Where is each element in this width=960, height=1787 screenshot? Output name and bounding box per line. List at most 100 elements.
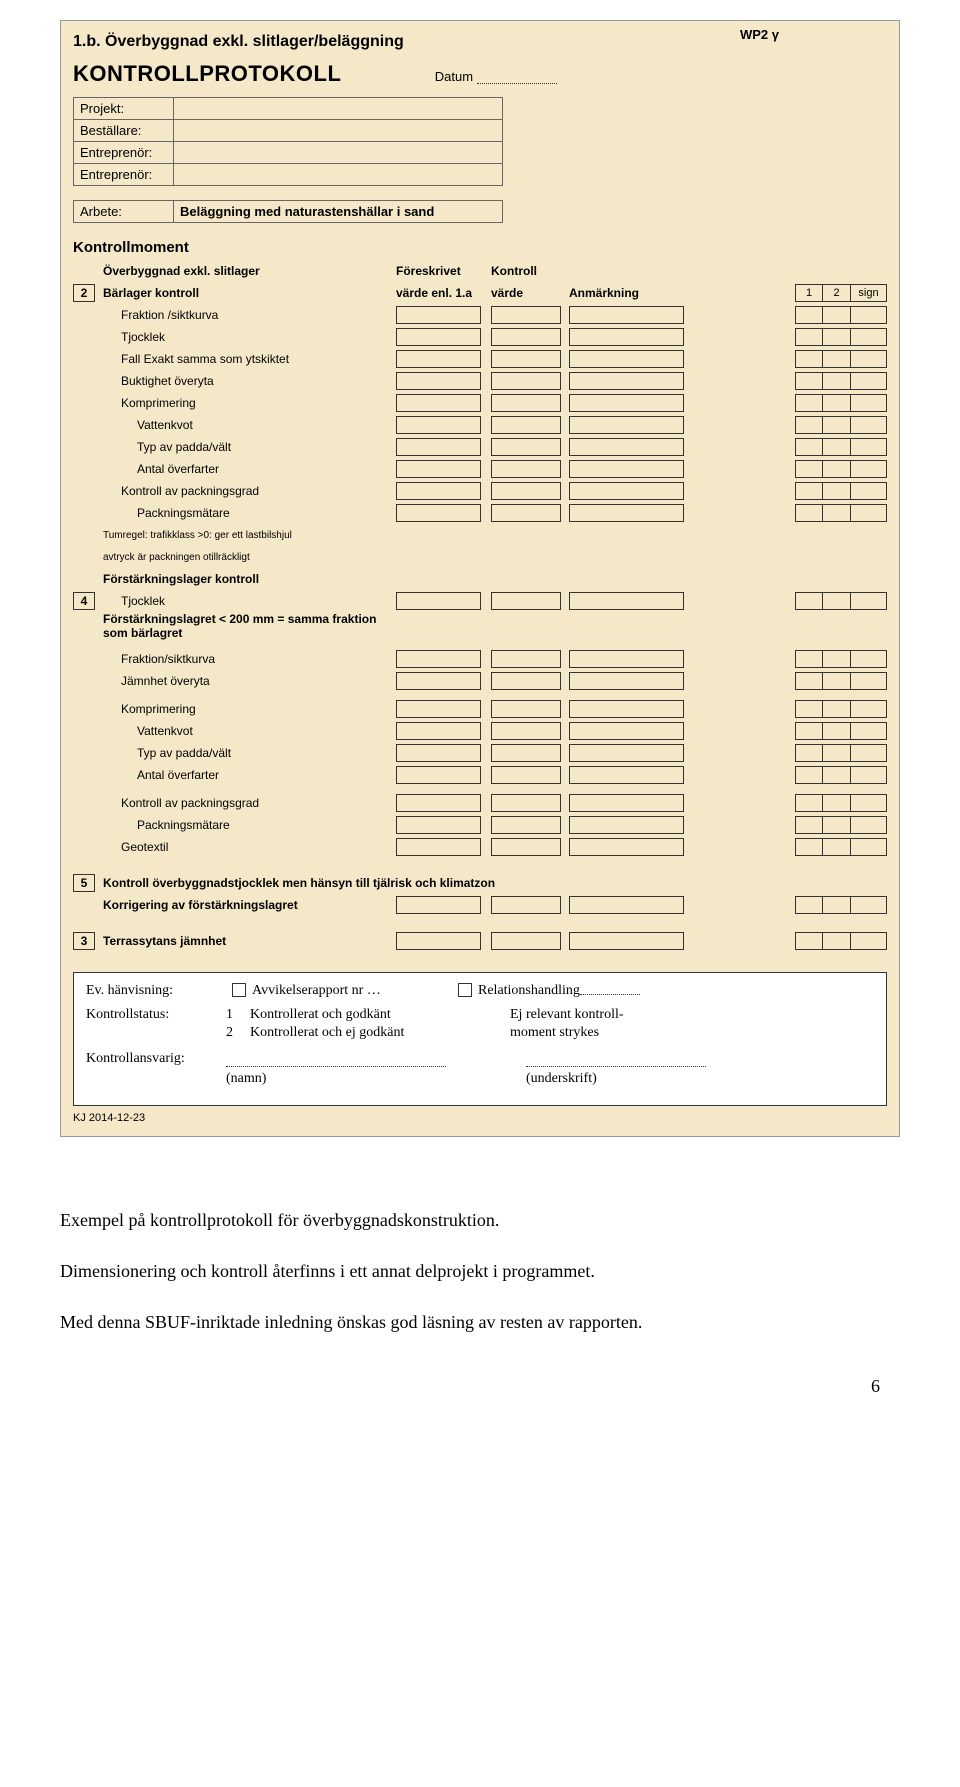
sign-box[interactable] bbox=[851, 438, 887, 456]
bestallare-value[interactable] bbox=[174, 120, 503, 142]
input-box[interactable] bbox=[491, 896, 561, 914]
input-box[interactable] bbox=[569, 650, 684, 668]
sign-box[interactable] bbox=[795, 460, 823, 478]
input-box[interactable] bbox=[396, 794, 481, 812]
sign-box[interactable] bbox=[795, 650, 823, 668]
sign-box[interactable] bbox=[795, 350, 823, 368]
sign-box[interactable] bbox=[823, 650, 851, 668]
input-box[interactable] bbox=[396, 932, 481, 950]
sign-box[interactable] bbox=[823, 838, 851, 856]
input-box[interactable] bbox=[491, 372, 561, 390]
input-box[interactable] bbox=[569, 372, 684, 390]
sign-box[interactable] bbox=[823, 744, 851, 762]
input-box[interactable] bbox=[491, 504, 561, 522]
input-box[interactable] bbox=[396, 650, 481, 668]
sign-box[interactable] bbox=[795, 394, 823, 412]
sign-box[interactable] bbox=[823, 504, 851, 522]
input-box[interactable] bbox=[396, 438, 481, 456]
entreprenor1-value[interactable] bbox=[174, 142, 503, 164]
sign-box[interactable] bbox=[823, 816, 851, 834]
sign-box[interactable] bbox=[823, 328, 851, 346]
sign-box[interactable] bbox=[851, 306, 887, 324]
sign-box[interactable] bbox=[823, 394, 851, 412]
sign-box[interactable] bbox=[851, 700, 887, 718]
sign-box[interactable] bbox=[851, 932, 887, 950]
sign-box[interactable] bbox=[823, 932, 851, 950]
input-box[interactable] bbox=[569, 744, 684, 762]
sign-box[interactable] bbox=[851, 504, 887, 522]
input-box[interactable] bbox=[491, 816, 561, 834]
sign-box[interactable] bbox=[851, 672, 887, 690]
input-box[interactable] bbox=[569, 416, 684, 434]
input-box[interactable] bbox=[569, 328, 684, 346]
input-box[interactable] bbox=[569, 932, 684, 950]
input-box[interactable] bbox=[491, 460, 561, 478]
input-box[interactable] bbox=[396, 896, 481, 914]
sign-box[interactable] bbox=[795, 416, 823, 434]
sign-box[interactable] bbox=[851, 794, 887, 812]
sign-box[interactable] bbox=[795, 482, 823, 500]
input-box[interactable] bbox=[491, 838, 561, 856]
sign-box[interactable] bbox=[851, 838, 887, 856]
input-box[interactable] bbox=[396, 306, 481, 324]
input-box[interactable] bbox=[569, 700, 684, 718]
sign-box[interactable] bbox=[823, 460, 851, 478]
input-box[interactable] bbox=[396, 700, 481, 718]
sign-box[interactable] bbox=[851, 896, 887, 914]
input-box[interactable] bbox=[491, 482, 561, 500]
input-box[interactable] bbox=[396, 372, 481, 390]
input-box[interactable] bbox=[396, 504, 481, 522]
input-box[interactable] bbox=[491, 650, 561, 668]
input-box[interactable] bbox=[491, 932, 561, 950]
input-box[interactable] bbox=[396, 744, 481, 762]
sign-box[interactable] bbox=[795, 932, 823, 950]
input-box[interactable] bbox=[491, 350, 561, 368]
input-box[interactable] bbox=[491, 328, 561, 346]
input-box[interactable] bbox=[491, 438, 561, 456]
sign-box[interactable] bbox=[851, 766, 887, 784]
checkbox-avvikelse[interactable] bbox=[232, 983, 246, 997]
sign-box[interactable] bbox=[795, 744, 823, 762]
projekt-value[interactable] bbox=[174, 98, 503, 120]
sign-box[interactable] bbox=[851, 416, 887, 434]
sign-box[interactable] bbox=[851, 350, 887, 368]
sign-box[interactable] bbox=[851, 328, 887, 346]
input-box[interactable] bbox=[491, 766, 561, 784]
input-box[interactable] bbox=[396, 838, 481, 856]
input-box[interactable] bbox=[569, 592, 684, 610]
sign-box[interactable] bbox=[823, 794, 851, 812]
input-box[interactable] bbox=[396, 816, 481, 834]
input-box[interactable] bbox=[569, 794, 684, 812]
input-box[interactable] bbox=[396, 592, 481, 610]
input-box[interactable] bbox=[491, 672, 561, 690]
sign-box[interactable] bbox=[851, 744, 887, 762]
sign-box[interactable] bbox=[795, 816, 823, 834]
sign-box[interactable] bbox=[823, 372, 851, 390]
input-box[interactable] bbox=[491, 794, 561, 812]
input-box[interactable] bbox=[396, 482, 481, 500]
sign-box[interactable] bbox=[823, 896, 851, 914]
sign-box[interactable] bbox=[795, 592, 823, 610]
sign-box[interactable] bbox=[823, 482, 851, 500]
input-box[interactable] bbox=[569, 766, 684, 784]
input-box[interactable] bbox=[396, 722, 481, 740]
sign-box[interactable] bbox=[823, 722, 851, 740]
sign-box[interactable] bbox=[795, 328, 823, 346]
sign-box[interactable] bbox=[795, 438, 823, 456]
input-box[interactable] bbox=[396, 394, 481, 412]
input-box[interactable] bbox=[491, 592, 561, 610]
sign-box[interactable] bbox=[823, 306, 851, 324]
input-box[interactable] bbox=[569, 306, 684, 324]
sign-box[interactable] bbox=[795, 700, 823, 718]
sign-box[interactable] bbox=[795, 766, 823, 784]
sign-box[interactable] bbox=[823, 416, 851, 434]
input-box[interactable] bbox=[491, 722, 561, 740]
sign-box[interactable] bbox=[823, 592, 851, 610]
sign-box[interactable] bbox=[795, 672, 823, 690]
sign-box[interactable] bbox=[795, 896, 823, 914]
checkbox-relation[interactable] bbox=[458, 983, 472, 997]
sign-box[interactable] bbox=[823, 438, 851, 456]
sign-box[interactable] bbox=[795, 504, 823, 522]
input-box[interactable] bbox=[396, 328, 481, 346]
sign-box[interactable] bbox=[795, 722, 823, 740]
